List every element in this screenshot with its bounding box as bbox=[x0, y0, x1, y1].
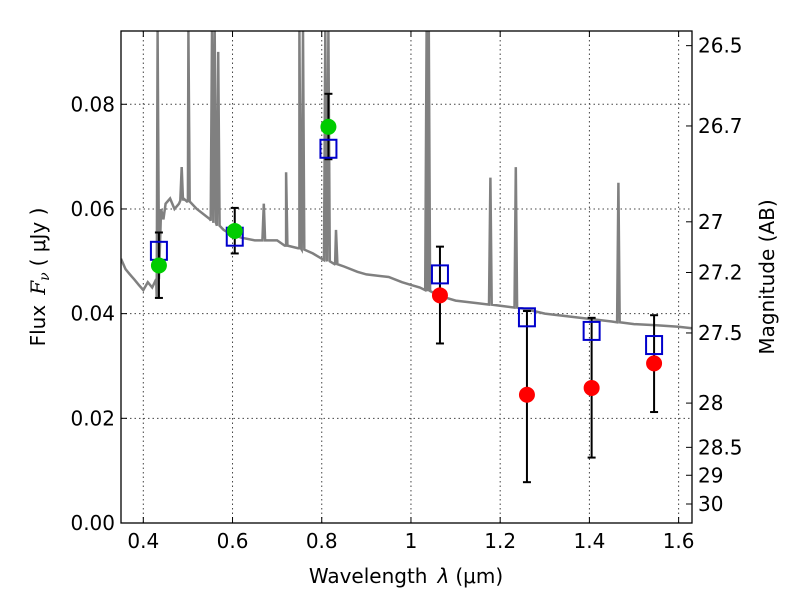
model-square bbox=[319, 138, 338, 159]
x-tick-labels: 0.4 0.6 0.8 1 1.2 1.4 1.6 bbox=[127, 529, 694, 553]
detection-point bbox=[226, 222, 243, 239]
plot-frame bbox=[120, 30, 693, 524]
y2-tick-label: 28 bbox=[698, 391, 723, 415]
flux-point bbox=[518, 386, 535, 403]
x-axis-label-symbol: λ bbox=[437, 564, 450, 588]
x-axis-label-unit: (μm) bbox=[455, 564, 503, 588]
y2-tick-label: 27.5 bbox=[698, 321, 743, 345]
spectrum-layer bbox=[121, 31, 692, 330]
x-tick-label: 1.4 bbox=[573, 529, 605, 553]
y-tick-labels: 0.00 0.02 0.04 0.06 0.08 bbox=[70, 92, 115, 535]
y2-tick-labels: 26.5 26.7 27 27.2 27.5 28 28.5 29 30 bbox=[698, 34, 743, 516]
y-axis-label: Flux Fν ( μJy ) bbox=[26, 208, 53, 347]
x-tick-label: 1.2 bbox=[484, 529, 516, 553]
detection-point bbox=[150, 257, 167, 274]
model-square bbox=[645, 335, 664, 356]
model-square bbox=[517, 307, 536, 328]
x-tick-label: 0.6 bbox=[217, 529, 249, 553]
model-photometry-markers bbox=[149, 138, 664, 356]
y2-tick-label: 28.5 bbox=[698, 435, 743, 459]
x-tick-label: 1.6 bbox=[663, 529, 695, 553]
x-tick-label: 0.4 bbox=[127, 529, 159, 553]
observed-flux-markers bbox=[150, 118, 663, 403]
y-tick-label: 0.04 bbox=[70, 302, 115, 326]
x-axis-label-text: Wavelength bbox=[309, 564, 428, 588]
y2-axis-label: Magnitude (AB) bbox=[755, 199, 779, 354]
y2-tick-label: 26.7 bbox=[698, 114, 743, 138]
y-tick-label: 0.00 bbox=[70, 511, 115, 535]
flux-point bbox=[583, 379, 600, 396]
x-axis-label: Wavelength λ (μm) bbox=[309, 564, 503, 588]
tick-marks bbox=[121, 31, 692, 524]
y-tick-label: 0.06 bbox=[70, 197, 115, 221]
x-tick-label: 0.8 bbox=[306, 529, 338, 553]
y2-tick-label: 26.5 bbox=[698, 34, 743, 58]
y2-tick-label: 27 bbox=[698, 210, 723, 234]
x-tick-label: 1 bbox=[405, 529, 418, 553]
y2-tick-label: 29 bbox=[698, 463, 723, 487]
y-axis-label-unit: ( μJy ) bbox=[26, 208, 50, 267]
flux-point bbox=[646, 355, 663, 372]
y-axis-label-symbol: F bbox=[26, 280, 50, 296]
y-axis-label-text: Flux bbox=[26, 305, 50, 347]
error-bars bbox=[154, 92, 659, 484]
y-axis-label-subscript: ν bbox=[37, 272, 53, 281]
spectrum-line bbox=[121, 31, 692, 330]
flux-point bbox=[431, 287, 448, 304]
y2-tick-label: 27.2 bbox=[698, 260, 743, 284]
model-square bbox=[430, 264, 449, 285]
y-tick-label: 0.02 bbox=[70, 406, 115, 430]
y-tick-label: 0.08 bbox=[70, 92, 115, 116]
model-square bbox=[582, 320, 601, 341]
grid-lines bbox=[121, 31, 692, 523]
y2-tick-label: 30 bbox=[698, 492, 723, 516]
detection-point bbox=[320, 118, 337, 135]
